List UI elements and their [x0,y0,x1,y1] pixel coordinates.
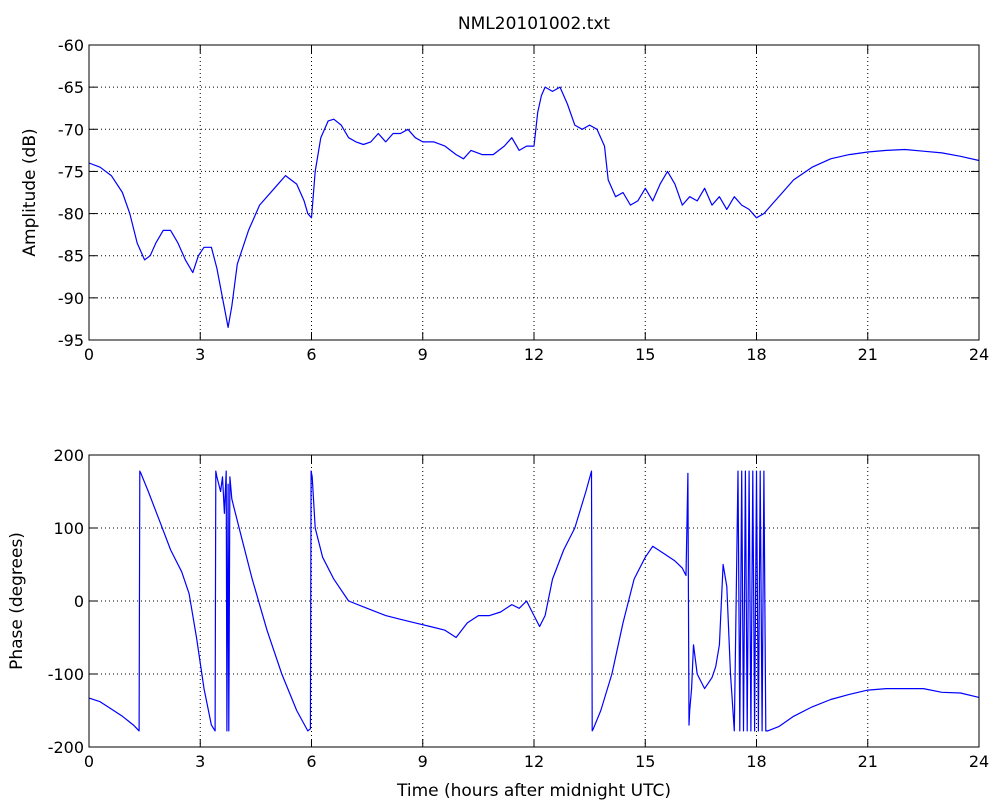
y-tick-label: -90 [58,289,84,308]
y-axis-label: Amplitude (dB) [20,128,40,256]
y-tick-label: -200 [48,738,84,757]
x-tick-label: 24 [969,752,989,771]
x-tick-label: 6 [306,345,316,364]
phase-series-line [88,470,980,732]
y-tick-label: -60 [58,36,84,55]
phase-plot: 0 3 6 9 12 15 18 21 24 -200 -100 0 100 200 Phase (degr… [7,446,989,801]
plot-area [89,45,979,340]
y-tick-label: -65 [58,78,84,97]
x-tick-label: 18 [746,345,766,364]
y-tick-label: -80 [58,205,84,224]
amplitude-series-line [88,86,980,328]
x-tick-label: 3 [195,345,205,364]
x-tick-label: 24 [969,345,989,364]
x-tick-label: 18 [746,752,766,771]
x-tick-label: 21 [858,345,878,364]
chart-title: NML20101002.txt [458,14,611,34]
x-tick-label: 15 [635,345,655,364]
y-tick-label: -85 [58,247,84,266]
y-tick-label: -95 [58,331,84,350]
x-tick-label: 15 [635,752,655,771]
x-tick-label: 0 [84,345,94,364]
amplitude-plot: 0 3 6 9 12 15 18 21 24 -95 -90 -85 -80 -75 -70 -65 -60 Am… [20,36,989,364]
x-tick-label: 9 [418,752,428,771]
x-tick-label: 0 [84,752,94,771]
y-tick-label: 100 [53,519,84,538]
x-tick-label: 9 [418,345,428,364]
x-axis-label: Time (hours after midnight UTC) [396,781,671,801]
x-tick-label: 21 [858,752,878,771]
y-tick-label: -70 [58,120,84,139]
x-tick-label: 3 [195,752,205,771]
x-tick-label: 12 [524,752,544,771]
y-tick-label: 200 [53,446,84,465]
x-tick-label: 12 [524,345,544,364]
y-tick-label: 0 [74,592,84,611]
y-tick-label: -100 [48,665,84,684]
y-axis-label: Phase (degrees) [7,532,27,670]
y-tick-label: -75 [58,162,84,181]
x-tick-label: 6 [306,752,316,771]
